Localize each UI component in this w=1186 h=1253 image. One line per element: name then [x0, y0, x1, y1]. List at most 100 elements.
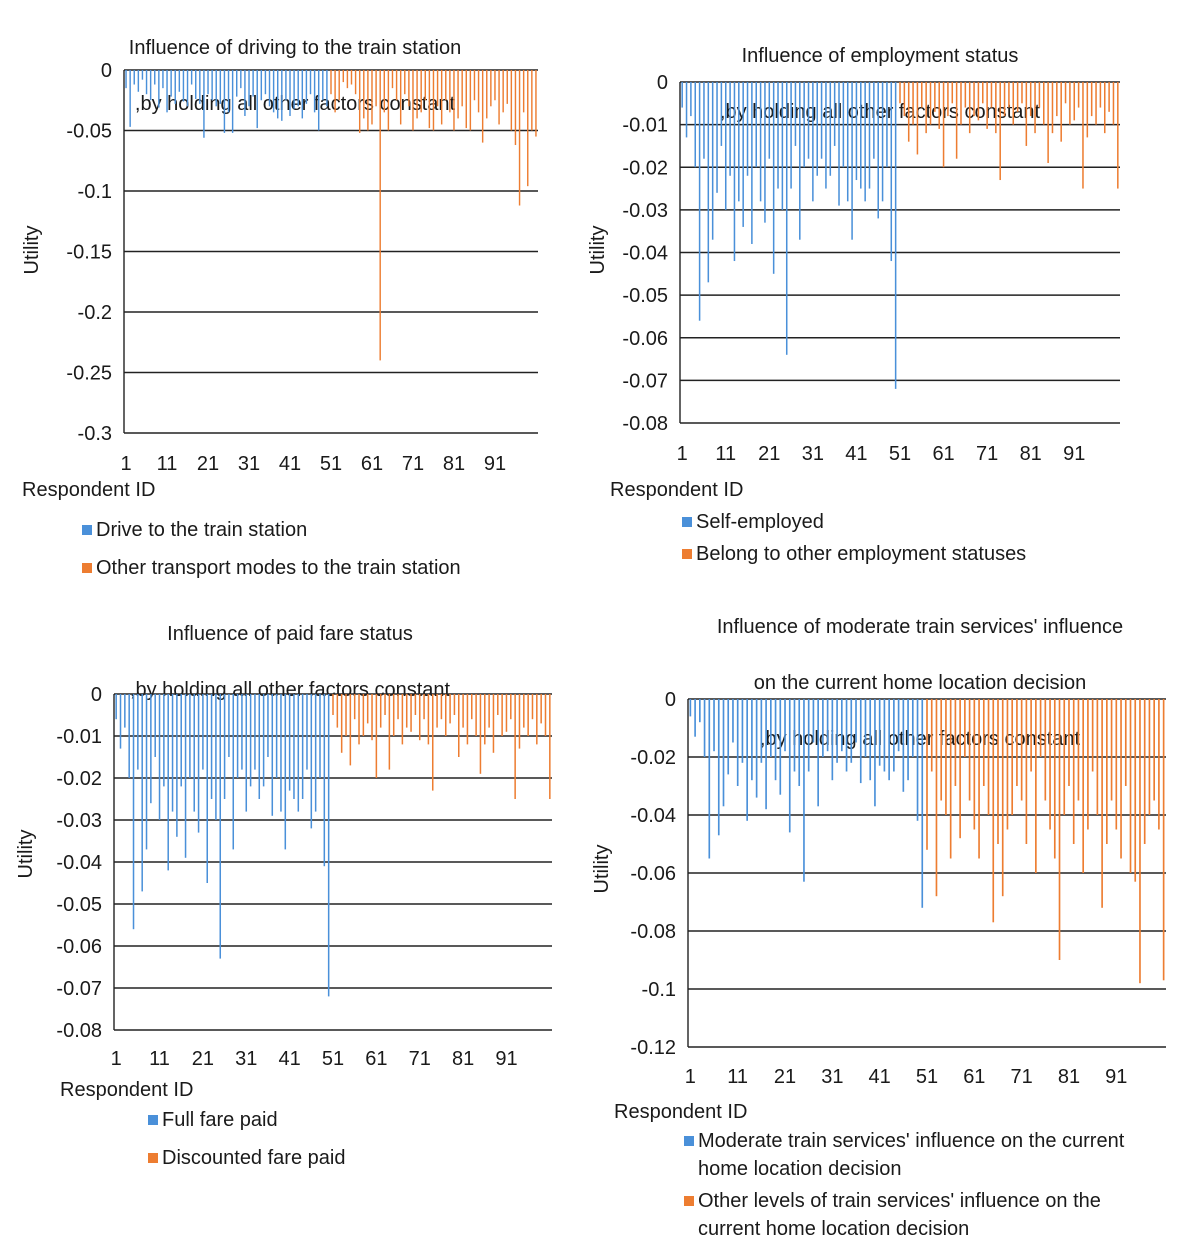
bar	[412, 70, 414, 131]
bar	[366, 694, 369, 724]
bar	[916, 82, 919, 155]
bar	[408, 70, 410, 107]
bar	[1039, 699, 1042, 757]
bar	[982, 699, 985, 786]
bar	[864, 82, 866, 202]
x-tick-label: 41	[279, 1048, 301, 1070]
bar	[254, 694, 256, 770]
bar	[510, 694, 512, 720]
bar	[1095, 82, 1097, 125]
legend-item: Other transport modes to the train stati…	[82, 554, 461, 582]
chart-legend: Drive to the train station Other transpo…	[82, 516, 461, 592]
bar	[449, 70, 451, 113]
bar	[1053, 699, 1056, 859]
bar	[785, 82, 788, 355]
bar	[211, 70, 213, 101]
bar	[912, 82, 914, 125]
bar	[399, 70, 402, 125]
bar	[1117, 82, 1119, 189]
bar	[523, 694, 525, 728]
bar	[1049, 699, 1051, 830]
legend-item: Other levels of train services' influenc…	[684, 1187, 1154, 1243]
bar	[141, 694, 143, 892]
bar	[788, 699, 791, 833]
x-tick-label: 81	[1058, 1066, 1080, 1088]
bar	[722, 699, 725, 807]
legend-item: Full fare paid	[148, 1106, 345, 1134]
bar	[1051, 82, 1054, 134]
bar	[987, 699, 990, 815]
bar	[940, 699, 943, 801]
bar	[129, 70, 131, 127]
bar	[1106, 699, 1108, 844]
bar	[232, 694, 235, 850]
bar	[427, 694, 430, 745]
bar	[424, 70, 426, 101]
x-axis-label: Respondent ID	[22, 479, 155, 501]
bar	[1124, 699, 1127, 786]
bar	[685, 82, 688, 138]
y-tick-label: -0.12	[630, 1037, 676, 1059]
bar	[724, 82, 727, 210]
y-tick-label: 0	[101, 60, 112, 82]
bar	[708, 699, 711, 859]
bar	[522, 70, 525, 113]
bar	[921, 82, 923, 108]
bar	[301, 70, 304, 119]
bar	[838, 82, 840, 206]
x-tick-label: 91	[495, 1048, 517, 1070]
y-tick-label: -0.01	[56, 726, 102, 748]
bar	[453, 694, 456, 715]
bar	[907, 82, 910, 142]
chart-title-line: Influence of moderate train services' in…	[716, 616, 1124, 638]
bar	[869, 699, 872, 781]
bar	[1012, 82, 1015, 125]
bar	[1139, 699, 1141, 984]
x-tick-label: 91	[484, 453, 506, 475]
bar	[128, 694, 130, 778]
bar	[338, 70, 340, 101]
bar	[959, 699, 961, 839]
x-tick-label: 11	[727, 1066, 748, 1088]
y-axis-label: Utility	[591, 845, 613, 894]
bar	[301, 694, 304, 799]
bar	[445, 70, 447, 101]
legend-item: Belong to other employment statuses	[682, 540, 1026, 568]
bar	[1072, 699, 1075, 844]
bar	[358, 70, 361, 133]
bar	[256, 70, 258, 129]
bar	[1021, 82, 1023, 104]
bar	[717, 699, 720, 836]
bar	[502, 70, 504, 113]
bar	[285, 70, 287, 101]
bar	[930, 699, 933, 772]
bar	[1077, 699, 1080, 801]
bar	[760, 699, 763, 763]
bar	[186, 70, 189, 107]
bar	[799, 82, 801, 240]
bar	[746, 699, 748, 821]
bar	[206, 694, 208, 883]
bar	[973, 82, 975, 117]
bar	[1063, 699, 1066, 815]
y-axis-label: Utility	[21, 226, 43, 275]
bar	[473, 70, 476, 101]
bar	[992, 699, 995, 923]
bar	[342, 70, 345, 83]
bar	[462, 694, 464, 728]
bar	[897, 699, 900, 752]
chart-legend: Self-employed Belong to other employment…	[682, 508, 1026, 578]
bar	[271, 694, 274, 816]
bar	[836, 699, 838, 763]
bar	[268, 70, 271, 107]
bar	[1035, 699, 1037, 873]
bar	[260, 70, 263, 101]
legend-swatch-orange	[684, 1196, 694, 1206]
bar	[244, 70, 246, 116]
bar	[820, 82, 823, 159]
bar	[289, 70, 291, 116]
bar	[501, 694, 503, 736]
bar	[223, 694, 226, 799]
bar	[986, 82, 988, 129]
x-tick-label: 81	[1020, 443, 1042, 465]
